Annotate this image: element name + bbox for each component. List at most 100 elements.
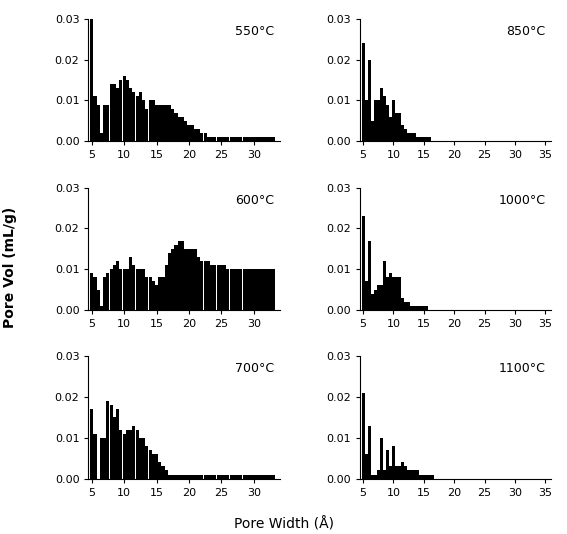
Bar: [256, 269, 259, 310]
Bar: [188, 475, 191, 478]
Bar: [122, 269, 126, 310]
Text: 600°C: 600°C: [235, 194, 274, 207]
Bar: [100, 306, 103, 310]
Bar: [398, 113, 401, 141]
Bar: [236, 475, 239, 478]
Bar: [252, 137, 255, 141]
Bar: [383, 97, 386, 141]
Bar: [239, 269, 242, 310]
Bar: [226, 137, 230, 141]
Bar: [96, 105, 100, 141]
Bar: [207, 475, 210, 478]
Bar: [256, 475, 259, 478]
Bar: [132, 426, 136, 478]
Bar: [256, 137, 259, 141]
Bar: [416, 470, 419, 478]
Bar: [149, 277, 151, 310]
Bar: [233, 137, 236, 141]
Bar: [259, 475, 262, 478]
Bar: [116, 261, 119, 310]
Bar: [210, 265, 213, 310]
Bar: [272, 475, 275, 478]
Bar: [392, 277, 395, 310]
Bar: [191, 475, 194, 478]
Bar: [383, 261, 386, 310]
Bar: [246, 137, 249, 141]
Bar: [371, 475, 374, 478]
Bar: [188, 249, 191, 310]
Bar: [103, 277, 106, 310]
Bar: [377, 286, 380, 310]
Bar: [236, 269, 239, 310]
Bar: [90, 273, 93, 310]
Bar: [136, 430, 139, 478]
Bar: [184, 121, 187, 141]
Bar: [129, 430, 132, 478]
Bar: [395, 113, 398, 141]
Bar: [158, 105, 162, 141]
Text: Pore Vol (mL/g): Pore Vol (mL/g): [3, 206, 17, 328]
Bar: [371, 294, 374, 310]
Bar: [96, 289, 100, 310]
Bar: [155, 454, 158, 478]
Bar: [191, 125, 194, 141]
Bar: [145, 446, 149, 478]
Bar: [213, 265, 217, 310]
Bar: [239, 137, 242, 141]
Bar: [425, 137, 428, 141]
Bar: [210, 137, 213, 141]
Bar: [265, 269, 268, 310]
Bar: [107, 273, 109, 310]
Bar: [362, 216, 365, 310]
Bar: [420, 137, 422, 141]
Bar: [259, 269, 262, 310]
Bar: [272, 269, 275, 310]
Bar: [139, 269, 142, 310]
Bar: [116, 410, 119, 478]
Bar: [243, 475, 246, 478]
Bar: [184, 249, 187, 310]
Bar: [197, 257, 200, 310]
Bar: [411, 133, 413, 141]
Text: 850°C: 850°C: [506, 25, 545, 38]
Bar: [181, 475, 184, 478]
Bar: [389, 273, 392, 310]
Bar: [386, 277, 389, 310]
Bar: [365, 281, 367, 310]
Bar: [139, 92, 142, 141]
Bar: [386, 105, 389, 141]
Bar: [90, 19, 93, 141]
Bar: [246, 269, 249, 310]
Bar: [119, 430, 122, 478]
Bar: [233, 475, 236, 478]
Bar: [411, 470, 413, 478]
Bar: [272, 137, 275, 141]
Bar: [181, 241, 184, 310]
Bar: [149, 100, 151, 141]
Bar: [132, 92, 136, 141]
Bar: [213, 137, 217, 141]
Bar: [194, 249, 197, 310]
Bar: [407, 470, 410, 478]
Bar: [223, 265, 226, 310]
Bar: [425, 475, 428, 478]
Bar: [109, 84, 113, 141]
Text: Pore Width (Å): Pore Width (Å): [234, 517, 333, 531]
Bar: [175, 113, 177, 141]
Bar: [158, 277, 162, 310]
Text: 550°C: 550°C: [235, 25, 274, 38]
Bar: [413, 133, 416, 141]
Bar: [413, 470, 416, 478]
Bar: [249, 137, 252, 141]
Bar: [425, 306, 428, 310]
Bar: [262, 475, 265, 478]
Bar: [109, 405, 113, 478]
Text: 1100°C: 1100°C: [499, 363, 545, 375]
Bar: [420, 306, 422, 310]
Bar: [362, 43, 365, 141]
Bar: [404, 129, 407, 141]
Bar: [383, 470, 386, 478]
Bar: [401, 297, 404, 310]
Bar: [175, 245, 177, 310]
Bar: [155, 105, 158, 141]
